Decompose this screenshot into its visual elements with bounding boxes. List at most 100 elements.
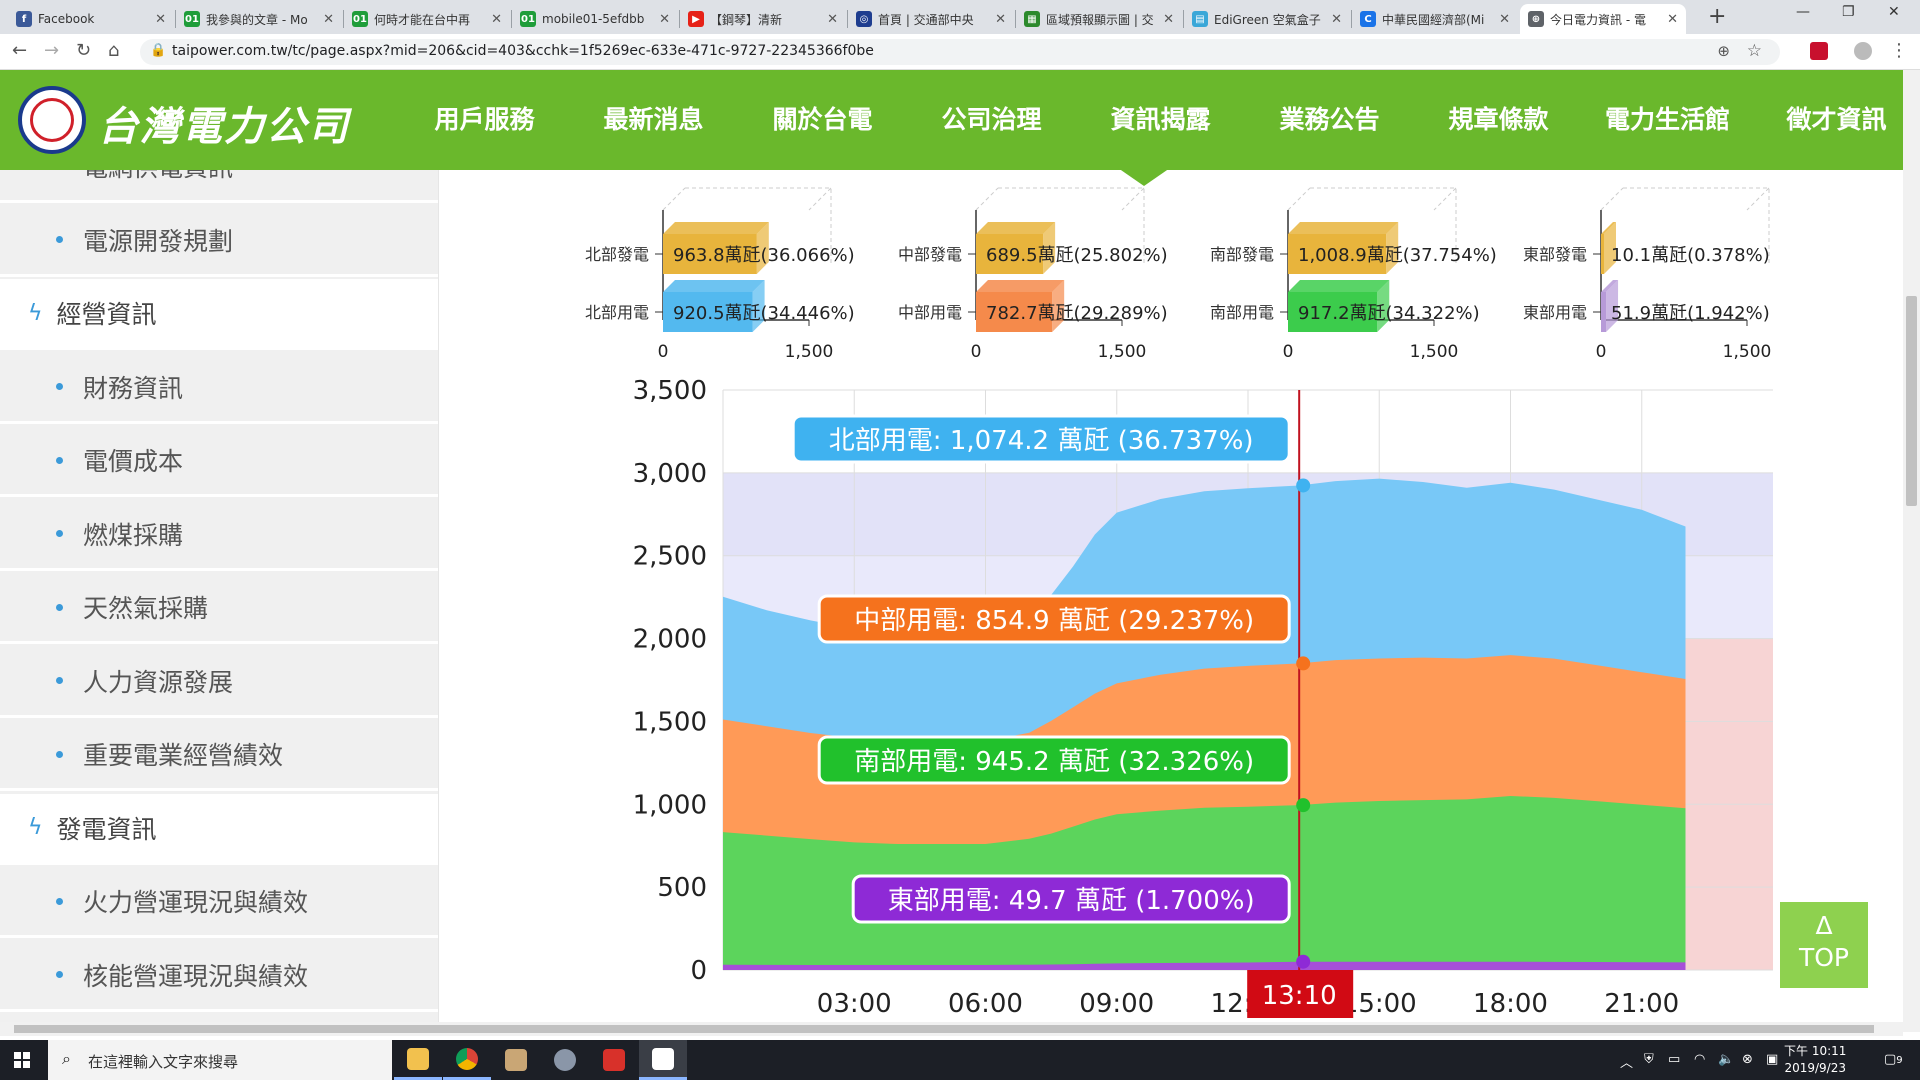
browser-tab[interactable]: C 中華民國經濟部(Mi ✕	[1352, 4, 1518, 34]
url-field[interactable]: 🔒 taipower.com.tw/tc/page.aspx?mid=206&c…	[140, 39, 1780, 65]
bar-mark[interactable]	[976, 234, 1044, 274]
menu-kebab-icon[interactable]: ⋮	[1890, 40, 1908, 61]
tray-mute-icon[interactable]: ⊗	[1742, 1052, 1753, 1067]
close-tab-icon[interactable]: ✕	[1331, 11, 1342, 27]
sidebar-link[interactable]: 天然氣採購	[0, 573, 438, 644]
extension-pocket-icon[interactable]	[1810, 42, 1828, 60]
browser-tab[interactable]: ▤ EdiGreen 空氣盒子 ✕	[1184, 4, 1350, 34]
sidebar-link[interactable]: 電網供電資訊	[0, 170, 438, 203]
back-icon[interactable]: ←	[12, 40, 28, 61]
sidebar-link[interactable]: 火力營運現況與績效	[0, 867, 438, 938]
paint3d-app-icon[interactable]	[541, 1040, 589, 1080]
taipower-logo-icon[interactable]	[18, 86, 86, 154]
chrome-icon[interactable]	[443, 1040, 491, 1080]
close-tab-icon[interactable]: ✕	[323, 11, 334, 27]
area-series[interactable]	[723, 961, 1686, 970]
tray-expand-icon[interactable]: ︿	[1620, 1056, 1634, 1071]
browser-tab[interactable]: 01 我參與的文章 - Mo ✕	[176, 4, 342, 34]
window-close-icon[interactable]: ✕	[1888, 4, 1900, 20]
lock-icon[interactable]: 🔒	[150, 43, 167, 58]
minimize-icon[interactable]: —	[1796, 4, 1810, 20]
photos-app-icon[interactable]	[639, 1040, 687, 1080]
sidebar-category[interactable]: ϟ 經營資訊	[0, 279, 438, 350]
tray-battery-icon[interactable]: ▭	[1668, 1052, 1681, 1067]
nav-item[interactable]: 電力生活館	[1604, 105, 1730, 134]
tooltip-dot	[1296, 798, 1311, 813]
browser-tab[interactable]: 01 何時才能在台中再 ✕	[344, 4, 510, 34]
browser-tab[interactable]: ▦ 區域預報顯示圖 | 交 ✕	[1016, 4, 1182, 34]
logo-text[interactable]: 台灣電力公司	[98, 103, 350, 150]
new-tab-icon[interactable]: +	[1708, 4, 1727, 29]
top-label: TOP	[1798, 943, 1850, 972]
close-tab-icon[interactable]: ✕	[659, 11, 670, 27]
forecast-icon: ▦	[1024, 11, 1040, 27]
bar-mark[interactable]	[1288, 292, 1378, 332]
tab-title: 今日電力資訊 - 電	[1550, 12, 1646, 27]
horizontal-scrollbar[interactable]	[0, 1022, 1903, 1036]
profile-avatar-icon[interactable]	[1854, 42, 1872, 60]
taskbar-clock[interactable]: 下午 10:11 2019/9/23	[1784, 1043, 1846, 1077]
bar-mark[interactable]	[1601, 234, 1604, 274]
bar-mark[interactable]	[976, 292, 1053, 332]
sidebar-link[interactable]: 電源開發規劃	[0, 206, 438, 277]
zoom-icon[interactable]: ⊕	[1717, 42, 1730, 60]
paint-app-icon[interactable]	[492, 1040, 540, 1080]
windows-start-icon[interactable]	[14, 1052, 30, 1068]
sidebar-link[interactable]: 核能營運現況與績效	[0, 941, 438, 1012]
bullet-dot-icon	[56, 236, 63, 243]
sidebar: 電網供電資訊電源開發規劃 ϟ 經營資訊財務資訊電價成本燃煤採購天然氣採購人力資源發展…	[0, 170, 438, 1030]
tray-wifi-icon[interactable]: ◠	[1694, 1052, 1706, 1067]
tray-ime-icon[interactable]: ▣	[1766, 1052, 1779, 1067]
bar-mark[interactable]	[1601, 292, 1607, 332]
taipower-icon: ⊕	[1528, 11, 1544, 27]
sidebar-category[interactable]: ϟ 發電資訊	[0, 793, 438, 865]
close-tab-icon[interactable]: ✕	[995, 11, 1006, 27]
maximize-icon[interactable]: ❐	[1842, 4, 1855, 20]
file-explorer-icon[interactable]	[394, 1040, 442, 1080]
nav-item[interactable]: 規章條款	[1448, 105, 1549, 134]
browser-tab[interactable]: ⊕ 今日電力資訊 - 電 ✕	[1520, 4, 1686, 34]
bar-mark[interactable]	[1288, 234, 1387, 274]
close-tab-icon[interactable]: ✕	[1499, 11, 1510, 27]
close-tab-icon[interactable]: ✕	[155, 11, 166, 27]
nav-item[interactable]: 用戶服務	[434, 105, 535, 134]
bar-value-label: 689.5萬瓩(25.802%)	[986, 245, 1168, 266]
tray-security-icon[interactable]: ⛨	[1644, 1052, 1654, 1067]
reload-icon[interactable]: ↻	[76, 40, 92, 61]
bar-mark[interactable]	[663, 234, 757, 274]
sidebar-link[interactable]: 電價成本	[0, 426, 438, 497]
taskbar-search-box[interactable]: ⌕ 在這裡輸入文字來搜尋	[48, 1040, 392, 1080]
tray-volume-icon[interactable]: 🔈	[1718, 1052, 1735, 1067]
close-tab-icon[interactable]: ✕	[1163, 11, 1174, 27]
sidebar-link[interactable]: 人力資源發展	[0, 647, 438, 718]
nav-item[interactable]: 關於台電	[772, 105, 873, 134]
sidebar-link[interactable]: 重要電業經營績效	[0, 720, 438, 791]
x-tick-label: 03:00	[817, 989, 892, 1019]
close-tab-icon[interactable]: ✕	[1667, 11, 1678, 27]
back-to-top-button[interactable]: Δ TOP	[1780, 902, 1868, 988]
sidebar-link[interactable]: 財務資訊	[0, 353, 438, 424]
bar-tick-label: 0	[1283, 342, 1294, 362]
bookmark-star-icon[interactable]: ☆	[1746, 41, 1762, 61]
cursor-time-box	[1247, 970, 1354, 1018]
nav-item[interactable]: 業務公告	[1279, 105, 1380, 134]
facebook-icon: f	[16, 11, 32, 27]
nav-item[interactable]: 公司治理	[941, 105, 1042, 134]
tab-separator	[679, 10, 680, 28]
nav-item[interactable]: 資訊揭露	[1110, 105, 1211, 134]
close-tab-icon[interactable]: ✕	[491, 11, 502, 27]
browser-tab[interactable]: 01 mobile01-5efdbb ✕	[512, 4, 678, 34]
forward-icon[interactable]: →	[44, 40, 60, 61]
sidebar-link[interactable]: 燃煤採購	[0, 500, 438, 571]
nav-item[interactable]: 徵才資訊	[1786, 105, 1887, 134]
home-icon[interactable]: ⌂	[108, 40, 120, 61]
browser-tab[interactable]: f Facebook ✕	[8, 4, 174, 34]
nav-item[interactable]: 最新消息	[603, 105, 704, 134]
notification-icon[interactable]: ▢9	[1884, 1052, 1903, 1067]
browser-tab[interactable]: ▶ 【鋼琴】清新 ✕	[680, 4, 846, 34]
sketchup-app-icon[interactable]	[590, 1040, 638, 1080]
vertical-scrollbar[interactable]	[1903, 70, 1920, 1032]
browser-tab[interactable]: ◎ 首頁 | 交通部中央 ✕	[848, 4, 1014, 34]
close-tab-icon[interactable]: ✕	[827, 11, 838, 27]
bar-mark[interactable]	[663, 292, 753, 332]
